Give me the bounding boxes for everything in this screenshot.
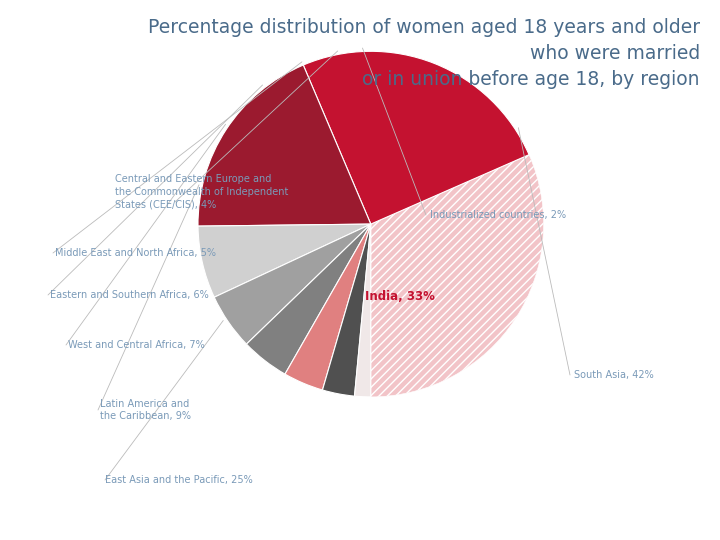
Text: Latin America and
the Caribbean, 9%: Latin America and the Caribbean, 9% (100, 399, 191, 421)
Text: West and Central Africa, 7%: West and Central Africa, 7% (68, 340, 204, 350)
Text: or in union before age 18, by region: or in union before age 18, by region (362, 70, 700, 89)
Wedge shape (303, 51, 529, 224)
Wedge shape (323, 224, 371, 396)
Text: South Asia, 42%: South Asia, 42% (574, 370, 654, 380)
Text: Percentage distribution of women aged 18 years and older: Percentage distribution of women aged 18… (148, 18, 700, 37)
Text: East Asia and the Pacific, 25%: East Asia and the Pacific, 25% (105, 475, 253, 485)
Wedge shape (198, 65, 371, 226)
Text: who were married: who were married (530, 44, 700, 63)
Wedge shape (354, 224, 371, 397)
Wedge shape (246, 224, 371, 374)
Text: Industrialized countries, 2%: Industrialized countries, 2% (430, 210, 566, 220)
Wedge shape (285, 224, 371, 390)
Wedge shape (371, 154, 544, 397)
Wedge shape (198, 224, 371, 297)
Text: Central and Eastern Europe and
the Commonwealth of Independent
States (CEE/CIS),: Central and Eastern Europe and the Commo… (115, 174, 289, 210)
Text: Middle East and North Africa, 5%: Middle East and North Africa, 5% (55, 248, 216, 258)
Text: Eastern and Southern Africa, 6%: Eastern and Southern Africa, 6% (50, 290, 209, 300)
Wedge shape (215, 224, 371, 344)
Text: India, 33%: India, 33% (364, 290, 434, 303)
